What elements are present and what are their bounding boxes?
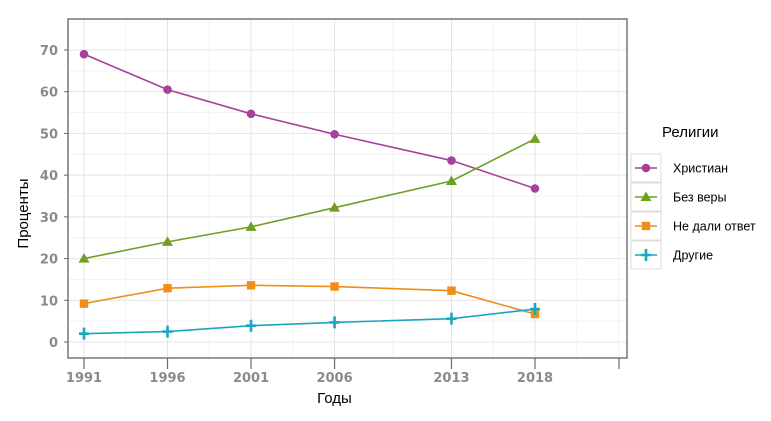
series-line [83, 308, 536, 335]
y-tick-label: 50 [40, 127, 58, 142]
x-axis: 1991 1996 2001 2006 2013 2018 [66, 358, 620, 386]
data-point [530, 303, 540, 316]
data-point [246, 319, 257, 332]
series-2 [78, 133, 541, 263]
data-point [445, 175, 457, 185]
data-point [246, 109, 256, 119]
data-point [330, 129, 339, 139]
x-tick-label: 1991 [66, 371, 102, 386]
grid [68, 19, 627, 358]
data-point [447, 156, 456, 165]
y-axis: 0 10 20 30 40 50 60 70 [40, 44, 68, 351]
series-1 [79, 49, 540, 193]
legend-key-marker [641, 249, 651, 261]
data-point [79, 49, 89, 59]
data-point [447, 286, 456, 295]
plot-frame [67, 18, 628, 359]
x-tick-label: 2018 [517, 371, 553, 386]
legend-label: Без веры [673, 191, 726, 205]
legend-item: Другие [630, 240, 713, 270]
data-point [163, 283, 172, 293]
data-point [162, 325, 173, 338]
data-point [329, 202, 341, 212]
y-axis-title: Проценты [15, 178, 32, 248]
series-line [83, 53, 536, 190]
series-4 [79, 303, 540, 340]
y-tick-label: 20 [40, 253, 58, 268]
data-point [79, 299, 89, 308]
legend-key-marker [641, 221, 651, 231]
y-tick-label: 10 [40, 294, 58, 309]
legend-key-marker [640, 191, 652, 201]
data-point [245, 221, 257, 231]
series-line [83, 284, 536, 315]
y-tick-label: 70 [40, 44, 58, 59]
legend-label: Не дали ответ [673, 220, 756, 234]
data-point [78, 253, 90, 263]
series-line [83, 138, 536, 260]
data-point [530, 184, 540, 193]
data-point [246, 281, 256, 290]
legend-title: Религии [662, 124, 719, 141]
data-point [162, 236, 174, 246]
y-tick-label: 0 [49, 336, 58, 351]
y-tick-label: 40 [40, 169, 58, 184]
legend-item: Христиан [630, 153, 728, 183]
y-tick-label: 30 [40, 211, 58, 226]
series-layer [78, 49, 541, 340]
data-point [446, 312, 457, 325]
data-point [163, 85, 172, 94]
legend-item: Не дали ответ [630, 211, 756, 241]
x-tick-label: 2006 [316, 371, 352, 386]
legend: Христиан Без веры Не дали ответ Другие [630, 153, 756, 270]
data-point [329, 316, 340, 329]
legend-label: Христиан [673, 162, 728, 176]
x-axis-title: Годы [317, 390, 352, 407]
x-tick-label: 1996 [149, 371, 185, 386]
legend-key-marker [641, 163, 651, 173]
x-tick-label: 2013 [433, 371, 469, 386]
y-tick-label: 60 [40, 86, 58, 101]
x-tick-label: 2001 [233, 371, 269, 386]
legend-item: Без веры [630, 182, 726, 212]
legend-label: Другие [673, 249, 713, 263]
data-point [529, 133, 541, 143]
data-point [79, 327, 89, 340]
data-point [330, 282, 339, 291]
